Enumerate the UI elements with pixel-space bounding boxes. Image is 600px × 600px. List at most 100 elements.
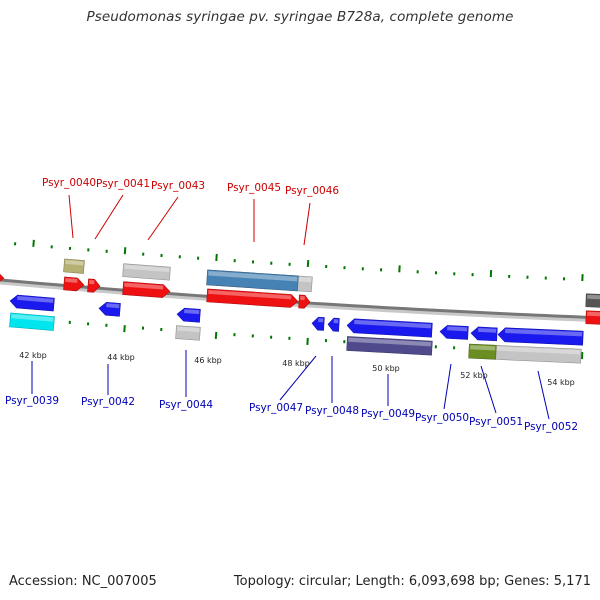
gene-arrow-psyr-0048-shape: [327, 317, 340, 332]
feature-box-psyr-0040[interactable]: [63, 258, 85, 274]
gene-arrow-psyr-0050-highlight: [447, 326, 468, 332]
scale-tick: [123, 247, 127, 255]
topology-text: Topology: circular; Length: 6,093,698 bp…: [233, 574, 591, 589]
gene-arrow-psyr-0044[interactable]: [176, 307, 201, 323]
gene-label-reverse[interactable]: Psyr_0044: [159, 399, 213, 411]
kbp-scale-label: 42 kbp: [19, 351, 47, 360]
gene-arrow-psyr-0046-shape: [298, 294, 311, 309]
kbp-scale-label: 44 kbp: [107, 353, 135, 362]
feature-box-edge-highlight: [587, 294, 600, 300]
gene-label-reverse[interactable]: Psyr_0051: [469, 416, 523, 428]
feature-box-edge[interactable]: [585, 293, 600, 308]
feature-box-psyr-0045-shape: [206, 269, 299, 292]
feature-box-psyr-0045-highlight: [208, 270, 298, 282]
gene-arrow-psyr-0044-highlight: [184, 309, 200, 315]
gene-arrow-psyr-0043[interactable]: [122, 281, 171, 298]
feature-box-psyr-0039-shape: [9, 312, 55, 331]
gene-arrow-psyr-0040-highlight: [65, 278, 78, 283]
leader-line-forward: [303, 202, 311, 246]
gene-arrow-edge-highlight: [587, 311, 600, 317]
gene-label-reverse[interactable]: Psyr_0039: [5, 395, 59, 407]
gene-arrow-psyr-0044-shape: [176, 307, 201, 323]
gene-arrow-psyr-0039-forward[interactable]: [0, 270, 5, 285]
gene-arrow-psyr-0042-shape: [98, 301, 121, 317]
gene-label-forward[interactable]: Psyr_0046: [285, 185, 339, 197]
gene-arrow-psyr-0052-highlight: [505, 328, 583, 337]
gene-arrow-edge-shape: [585, 310, 600, 325]
leader-line-reverse: [443, 363, 452, 410]
kbp-scale-label: 50 kbp: [372, 364, 400, 373]
gene-label-reverse[interactable]: Psyr_0047: [249, 402, 303, 414]
gene-arrow-psyr-0042-highlight: [106, 303, 120, 309]
gene-label-forward[interactable]: Psyr_0045: [227, 182, 281, 194]
gene-arrow-psyr-0052[interactable]: [497, 327, 584, 346]
feature-box-psyr-0052-gray-highlight: [470, 345, 581, 355]
feature-box-psyr-0044[interactable]: [175, 325, 201, 341]
feature-box-psyr-0044-highlight: [177, 326, 200, 333]
gene-arrow-psyr-0046[interactable]: [298, 294, 311, 309]
gene-arrow-psyr-0039-forward-shape: [0, 270, 5, 285]
gene-arrow-psyr-0050[interactable]: [439, 325, 469, 340]
gene-arrow-psyr-0040[interactable]: [63, 276, 85, 292]
kbp-scale-label: 48 kbp: [282, 359, 310, 368]
leader-line-forward: [147, 196, 179, 241]
gene-arrow-psyr-0048[interactable]: [327, 317, 340, 332]
feature-box-psyr-0049-highlight: [348, 337, 432, 347]
gene-arrow-psyr-0040-shape: [63, 276, 85, 292]
gene-arrow-psyr-0039-highlight: [17, 295, 54, 303]
gene-arrow-psyr-0051-highlight: [478, 327, 497, 333]
leader-line-forward: [94, 194, 124, 240]
gene-label-reverse[interactable]: Psyr_0049: [361, 408, 415, 420]
scale-tick: [32, 239, 35, 247]
feature-box-edge-shape: [585, 293, 600, 308]
feature-box-psyr-0043[interactable]: [122, 263, 171, 281]
kbp-scale-label: 46 kbp: [194, 356, 222, 365]
gene-arrow-psyr-0046-highlight: [300, 296, 305, 301]
gene-arrow-psyr-0045-shape: [206, 288, 299, 308]
gene-label-reverse[interactable]: Psyr_0042: [81, 396, 135, 408]
gene-label-forward[interactable]: Psyr_0041: [96, 178, 150, 190]
kbp-scale-label: 52 kbp: [460, 371, 488, 380]
gene-arrow-psyr-0041-highlight: [89, 279, 95, 285]
gene-arrow-psyr-0039[interactable]: [9, 294, 55, 312]
gene-label-reverse[interactable]: Psyr_0048: [305, 405, 359, 417]
feature-box-psyr-0043-highlight: [124, 264, 170, 272]
gene-arrow-psyr-0041[interactable]: [87, 278, 101, 293]
gene-arrow-psyr-0047[interactable]: [311, 316, 325, 331]
gene-arrow-psyr-0049[interactable]: [346, 318, 433, 338]
feature-box-psyr-0039[interactable]: [9, 312, 55, 331]
feature-box-psyr-0040-highlight: [65, 260, 84, 266]
gene-arrow-psyr-0042[interactable]: [98, 301, 121, 317]
feature-box-psyr-0049-shape: [346, 336, 433, 356]
feature-box-psyr-0051-highlight: [470, 345, 496, 351]
feature-box-psyr-0040-shape: [63, 258, 85, 274]
leader-line-reverse: [279, 355, 317, 401]
gene-arrow-psyr-0045-highlight: [208, 289, 292, 300]
gene-label-reverse[interactable]: Psyr_0050: [415, 412, 469, 424]
leader-line-forward: [68, 194, 74, 239]
gene-label-forward[interactable]: Psyr_0043: [151, 180, 205, 192]
gene-label-forward[interactable]: Psyr_0040: [42, 177, 96, 189]
gene-label-reverse[interactable]: Psyr_0052: [524, 421, 578, 433]
gene-arrow-psyr-0047-highlight: [318, 318, 324, 323]
leader-line-reverse: [480, 365, 497, 414]
gene-arrow-psyr-0043-shape: [122, 281, 171, 298]
feature-box-psyr-0049[interactable]: [346, 336, 433, 356]
gene-arrow-psyr-0047-shape: [311, 316, 325, 331]
gene-arrow-psyr-0051-shape: [470, 326, 498, 342]
feature-box-psyr-0045[interactable]: [206, 269, 299, 292]
gene-arrow-psyr-0049-shape: [346, 318, 433, 338]
feature-box-psyr-0043-shape: [122, 263, 171, 281]
gene-arrow-edge[interactable]: [585, 310, 600, 325]
feature-box-psyr-0044-shape: [175, 325, 201, 341]
feature-box-psyr-0051[interactable]: [468, 343, 497, 360]
gene-arrow-psyr-0051[interactable]: [470, 326, 498, 342]
gene-arrow-psyr-0045[interactable]: [206, 288, 299, 308]
feature-box-psyr-0052-gray[interactable]: [468, 343, 582, 364]
gene-arrow-psyr-0049-highlight: [354, 319, 432, 329]
gene-arrow-psyr-0050-shape: [439, 325, 469, 340]
feature-box-psyr-0039-highlight: [11, 313, 54, 322]
gene-arrow-psyr-0041-shape: [87, 278, 101, 293]
leader-line-reverse: [537, 370, 550, 420]
